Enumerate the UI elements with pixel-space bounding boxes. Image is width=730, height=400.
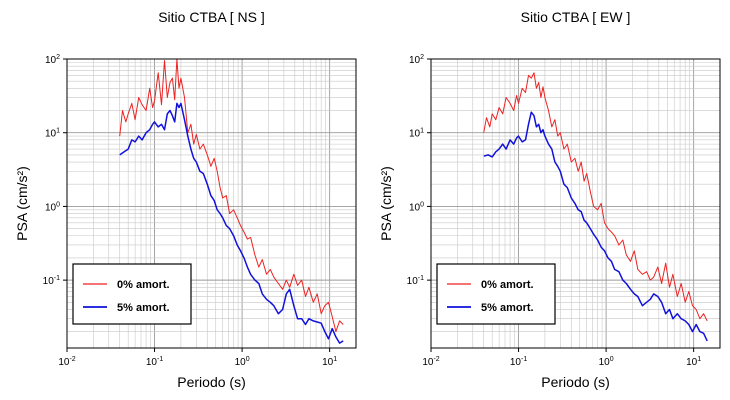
legend: 0% amort. 5% amort.	[436, 263, 556, 325]
legend-label-2: 5% amort.	[117, 302, 170, 314]
series-line-1	[483, 72, 708, 322]
y-tick-label: 102	[409, 54, 424, 66]
series-line-2	[483, 111, 708, 342]
y-tick-label: 100	[409, 201, 424, 213]
y-tick-label: 100	[45, 201, 60, 213]
plot-frame	[66, 58, 357, 349]
x-tick-label: 10-2	[422, 356, 439, 368]
chart-panel-1: 10-2 10-1 100 101 10-1 100 101 102 Sitio CTBA [ …	[14, 9, 357, 390]
series-line-2	[119, 102, 344, 344]
x-tick-label: 100	[599, 356, 614, 368]
x-tick-label: 10-1	[510, 356, 527, 368]
y-tick-label: 10-1	[43, 275, 60, 287]
y-tick-label: 101	[409, 128, 424, 140]
chart-title: Sitio CTBA [ EW ]	[521, 9, 631, 25]
chart-panel-2: 10-2 10-1 100 101 10-1 100 101 102 Sitio CTBA [ …	[378, 9, 721, 390]
legend: 0% amort. 5% amort.	[72, 263, 192, 325]
legend-label-1: 0% amort.	[117, 279, 170, 291]
x-axis-label: Periodo (s)	[541, 374, 609, 390]
chart-title: Sitio CTBA [ NS ]	[158, 9, 265, 25]
legend-box	[436, 263, 556, 325]
y-tick-label: 102	[45, 54, 60, 66]
x-tick-label: 10-1	[146, 356, 163, 368]
y-axis-label: PSA (cm/s²)	[14, 166, 30, 241]
x-tick-label: 101	[686, 356, 701, 368]
legend-box	[72, 263, 192, 325]
series-line-1	[119, 58, 344, 333]
plot-frame	[430, 58, 721, 349]
y-tick-label: 101	[45, 128, 60, 140]
y-tick-label: 10-1	[407, 275, 424, 287]
x-tick-label: 100	[235, 356, 250, 368]
x-tick-label: 10-2	[58, 356, 75, 368]
x-axis-label: Periodo (s)	[177, 374, 245, 390]
y-axis-label: PSA (cm/s²)	[378, 166, 394, 241]
legend-label-2: 5% amort.	[481, 302, 534, 314]
legend-label-1: 0% amort.	[481, 279, 534, 291]
x-tick-label: 101	[322, 356, 337, 368]
